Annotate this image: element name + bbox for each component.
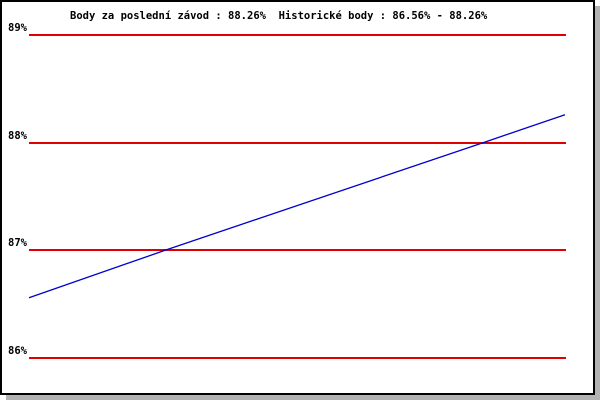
y-axis-label-87: 87% <box>8 237 27 250</box>
y-axis-label-89: 89% <box>8 22 27 34</box>
gridline-86 <box>29 357 566 359</box>
gridline-88 <box>29 141 566 144</box>
chart-canvas: Body za poslední závod : 88.26% Historic… <box>0 0 595 395</box>
chart-title: Body za poslední závod : 88.26% Historic… <box>70 10 488 22</box>
gridline-87 <box>29 249 566 252</box>
plot-area <box>28 114 566 299</box>
y-axis-label-86: 86% <box>8 345 27 357</box>
gridline-89 <box>29 34 566 36</box>
historical-points-line <box>28 114 566 299</box>
y-axis-label-88: 88% <box>8 129 27 142</box>
